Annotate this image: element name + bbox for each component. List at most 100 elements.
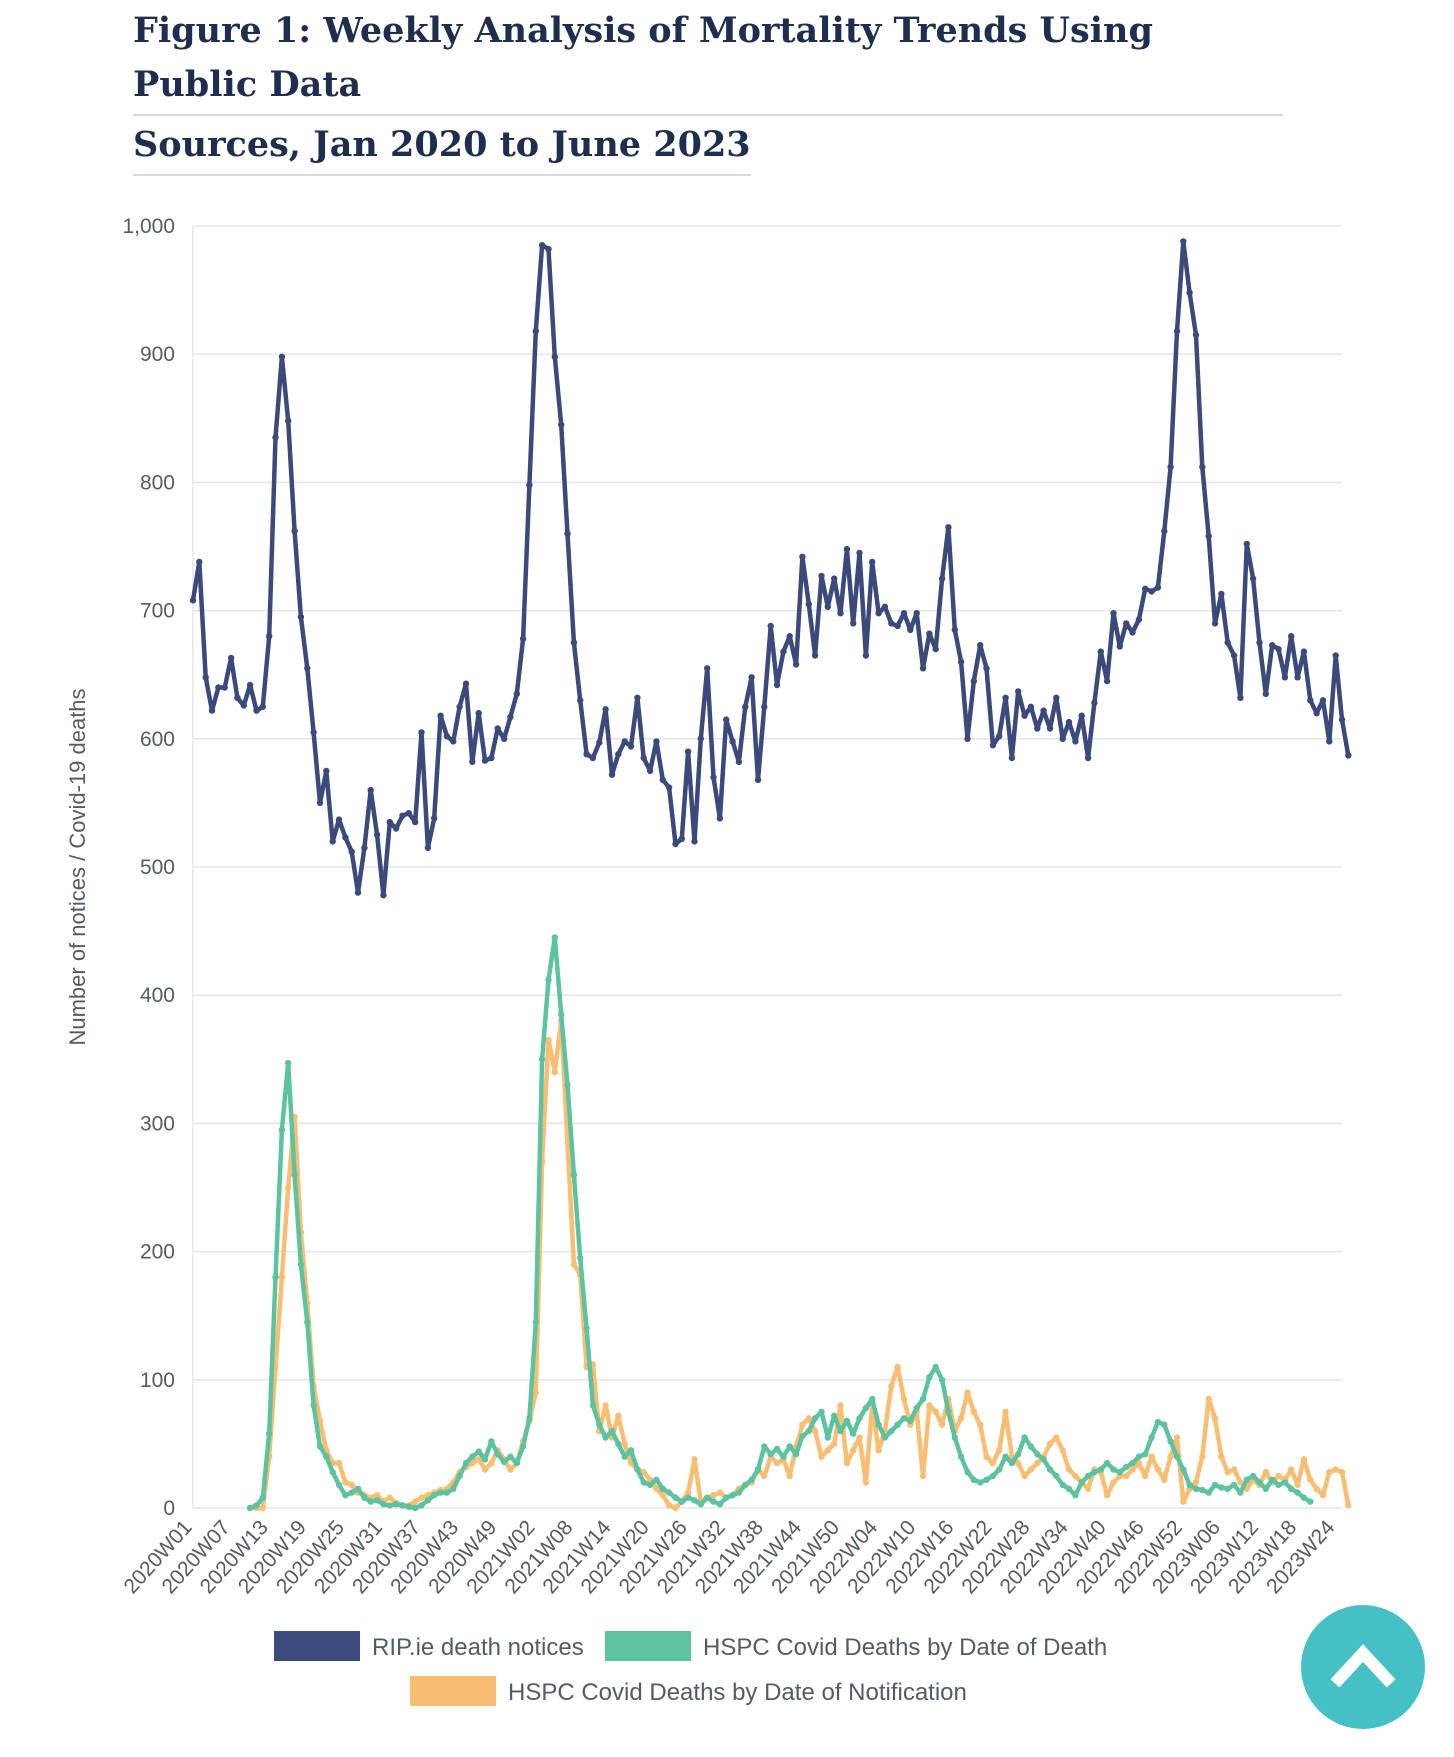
data-point <box>1199 1453 1206 1460</box>
scroll-to-top-button[interactable] <box>1301 1605 1425 1729</box>
series-deaths-by-date-of-death <box>246 934 1314 1512</box>
data-point <box>1059 1447 1066 1454</box>
data-point <box>672 1494 679 1501</box>
data-point <box>1192 331 1200 339</box>
data-point <box>919 665 927 672</box>
data-point <box>558 421 565 428</box>
data-point <box>1072 1492 1079 1499</box>
data-point <box>1249 575 1257 582</box>
data-point <box>526 1415 533 1422</box>
data-point <box>742 1481 749 1489</box>
data-point <box>684 748 692 755</box>
data-point <box>1256 639 1263 646</box>
data-point <box>1027 703 1035 710</box>
data-point <box>989 1472 997 1480</box>
data-point <box>481 1466 489 1473</box>
data-point <box>266 1430 273 1437</box>
data-point <box>627 743 635 750</box>
data-point <box>869 558 876 566</box>
data-point <box>354 889 362 896</box>
data-point <box>380 1501 387 1508</box>
legend-label: HSPC Covid Deaths by Date of Death <box>703 1634 1107 1661</box>
data-point <box>938 1376 946 1384</box>
data-point <box>342 1492 349 1499</box>
data-point <box>1021 712 1028 719</box>
y-tick-label: 200 <box>140 1241 175 1264</box>
data-point <box>659 1485 666 1493</box>
data-point <box>1300 1494 1308 1501</box>
data-point <box>1300 1456 1308 1463</box>
data-point <box>627 1447 635 1454</box>
data-point <box>640 1479 647 1486</box>
data-point <box>710 1498 717 1505</box>
data-point <box>545 976 552 983</box>
data-point <box>532 1318 539 1326</box>
data-point <box>608 1427 616 1435</box>
data-point <box>1205 1395 1212 1403</box>
data-point <box>424 1497 432 1504</box>
data-point <box>577 697 584 704</box>
data-point <box>1065 1466 1073 1473</box>
data-point <box>957 1453 965 1460</box>
data-point <box>716 1501 724 1508</box>
data-point <box>792 661 800 668</box>
chart-title-line-1: Figure 1: Weekly Analysis of Mortality T… <box>133 4 1283 116</box>
data-point <box>831 1440 838 1448</box>
data-point <box>1002 694 1009 701</box>
data-point <box>1072 738 1079 745</box>
data-point <box>862 1479 870 1486</box>
data-point <box>519 1443 527 1450</box>
data-point <box>1002 1453 1009 1460</box>
data-point <box>532 1389 539 1396</box>
data-point <box>996 1466 1003 1473</box>
data-point <box>1262 1468 1270 1476</box>
data-point <box>875 1421 882 1428</box>
data-point <box>1167 1453 1174 1460</box>
data-point <box>1237 1479 1244 1486</box>
data-point <box>710 1492 717 1499</box>
data-point <box>1103 677 1111 685</box>
data-point <box>297 613 305 621</box>
data-point <box>1230 652 1238 659</box>
data-point <box>189 597 197 604</box>
data-point <box>208 707 216 714</box>
data-point <box>494 1451 501 1458</box>
data-point <box>862 652 870 659</box>
chart-title: Figure 1: Weekly Analysis of Mortality T… <box>133 4 1283 178</box>
data-point <box>545 1036 552 1044</box>
data-point <box>507 1466 514 1473</box>
data-point <box>665 1489 673 1496</box>
data-point <box>1300 648 1308 655</box>
data-point <box>513 690 520 698</box>
data-point <box>805 601 812 608</box>
data-point <box>678 835 685 842</box>
data-point <box>824 1434 831 1441</box>
data-point <box>907 1417 914 1425</box>
data-point <box>1294 1481 1301 1489</box>
data-point <box>1116 643 1124 650</box>
data-point <box>526 481 533 489</box>
data-point <box>462 680 470 687</box>
data-point <box>437 1489 444 1496</box>
data-point <box>475 1456 482 1463</box>
data-point <box>869 1395 876 1403</box>
data-point <box>1243 540 1251 548</box>
data-point <box>646 1481 654 1489</box>
y-tick-label: 900 <box>140 343 175 366</box>
data-point <box>1307 1476 1314 1484</box>
data-point <box>1103 1492 1111 1499</box>
data-point <box>704 665 711 672</box>
data-point <box>500 1458 508 1466</box>
data-point <box>1186 289 1193 296</box>
data-point <box>900 610 908 617</box>
data-point <box>335 1481 343 1489</box>
data-point <box>1275 1481 1282 1489</box>
data-point <box>907 626 914 633</box>
data-point <box>818 572 825 580</box>
data-point <box>1180 238 1187 245</box>
data-point <box>716 815 724 822</box>
data-point <box>1065 1485 1073 1493</box>
data-point <box>1211 620 1219 627</box>
data-point <box>1167 463 1174 471</box>
